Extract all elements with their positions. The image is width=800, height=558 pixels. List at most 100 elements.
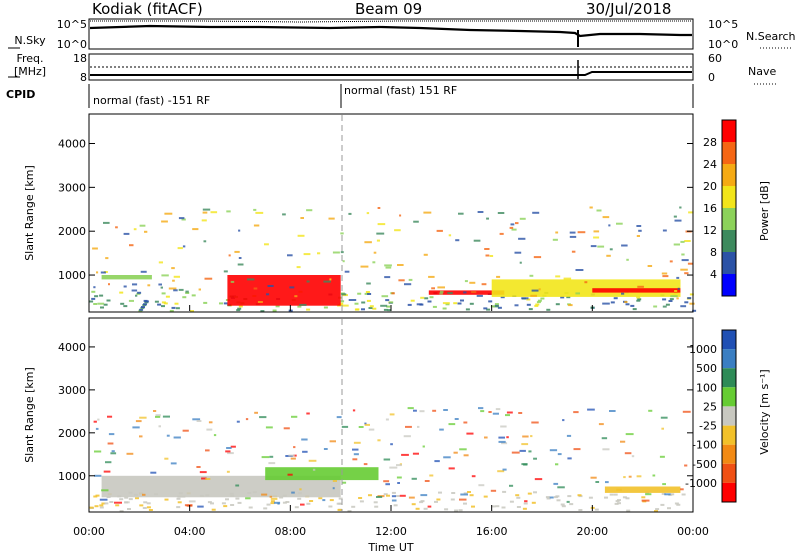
power-speckle: [340, 300, 345, 303]
power-echo: [377, 223, 386, 226]
velocity-echo: [519, 449, 526, 452]
power-echo: [597, 245, 605, 248]
velocity-echo: [111, 450, 115, 453]
power-speckle: [535, 303, 540, 306]
velocity-speckle: [351, 505, 356, 508]
power-echo: [481, 283, 487, 286]
velocity-speckle: [438, 491, 442, 494]
velocity-echo: [358, 426, 364, 428]
power-speckle: [566, 296, 571, 299]
velocity-echo: [108, 433, 115, 436]
power-colorbar-cell-0: [722, 274, 736, 296]
power-echo: [96, 271, 99, 274]
power-echo: [238, 257, 242, 259]
power-speckle: [139, 308, 144, 311]
velocity-echo: [396, 464, 402, 467]
power-echo: [677, 287, 680, 290]
power-echo: [571, 250, 576, 253]
velocity-echo: [595, 481, 600, 483]
velocity-echo: [490, 489, 497, 492]
cpid-segment-1: normal (fast) -151 RF: [93, 94, 210, 107]
power-echo: [609, 248, 613, 251]
velocity-echo: [139, 435, 143, 438]
power-echo: [234, 250, 240, 253]
velocity-echo: [391, 499, 397, 502]
x-axis-label: Time UT: [367, 541, 413, 554]
power-colorbar-tick-1: 8: [710, 246, 717, 259]
velocity-colorbar-cell-8: [722, 482, 736, 502]
power-speckle: [89, 300, 94, 303]
power-echo: [267, 285, 274, 287]
velocity-echo: [641, 499, 650, 502]
velocity-echo: [291, 491, 295, 494]
power-band-2: [428, 290, 505, 295]
velocity-echo: [93, 420, 97, 423]
power-speckle: [323, 306, 328, 309]
velocity-echo: [463, 421, 468, 424]
velocity-speckle: [681, 493, 686, 496]
power-speckle: [494, 303, 499, 306]
velocity-speckle: [135, 497, 139, 500]
velocity-speckle: [556, 499, 561, 502]
velocity-echo: [150, 471, 157, 474]
velocity-echo: [631, 455, 635, 458]
power-speckle: [144, 300, 149, 303]
velocity-speckle: [676, 503, 681, 506]
power-echo: [413, 220, 419, 223]
power-echo: [376, 232, 385, 235]
velocity-echo: [549, 449, 558, 452]
velocity-echo: [197, 505, 204, 508]
power-colorbar-cell-3: [722, 208, 736, 230]
velocity-echo: [498, 440, 506, 443]
power-echo: [385, 266, 392, 269]
power-echo: [624, 301, 628, 303]
velocity-echo: [680, 488, 684, 491]
power-echo: [532, 211, 540, 214]
velocity-echo: [312, 468, 316, 471]
velocity-echo: [155, 414, 161, 417]
power-echo: [489, 255, 494, 257]
power-echo: [144, 230, 148, 233]
velocity-speckle: [454, 509, 459, 512]
power-echo: [181, 218, 186, 221]
xtick-label-5: 20:00: [576, 525, 608, 538]
power-echo: [253, 224, 260, 227]
velocity-ytick-label-3: 4000: [58, 341, 86, 354]
velocity-echo: [566, 500, 570, 503]
power-echo: [341, 304, 349, 307]
freq-label: Freq.: [16, 52, 43, 65]
velocity-colorbar-tick-1: 500: [696, 362, 717, 375]
velocity-speckle: [127, 508, 131, 510]
velocity-echo: [522, 435, 529, 438]
power-echo: [555, 231, 559, 234]
power-speckle: [465, 308, 470, 311]
power-echo: [499, 232, 504, 235]
power-speckle: [169, 309, 174, 312]
velocity-speckle: [263, 507, 268, 510]
velocity-speckle: [148, 509, 153, 511]
velocity-panel: 1000 2000 3000 4000 00:00 04:00 08:00 12:00 16:…: [23, 317, 771, 554]
velocity-speckle: [109, 501, 114, 503]
power-echo: [97, 302, 105, 305]
velocity-echo: [107, 442, 114, 445]
power-y-axis: 1000 2000 3000 4000: [58, 138, 693, 282]
velocity-echo: [521, 463, 528, 466]
power-echo: [340, 232, 344, 235]
velocity-speckle: [661, 492, 666, 495]
velocity-speckle: [501, 506, 506, 509]
velocity-echo: [408, 496, 415, 499]
velocity-speckle: [373, 501, 378, 504]
power-speckle: [203, 301, 208, 304]
power-echo: [247, 278, 255, 281]
velocity-echo: [407, 407, 414, 410]
velocity-speckle: [338, 497, 343, 500]
power-echo: [490, 305, 495, 308]
power-speckle: [361, 308, 365, 311]
velocity-echo: [385, 418, 389, 421]
power-speckle: [361, 301, 366, 304]
power-speckle: [385, 299, 390, 302]
velocity-echo: [227, 452, 234, 455]
velocity-echo: [287, 473, 293, 476]
freq-tick-top: 18: [73, 52, 87, 65]
velocity-band-0: [101, 475, 341, 498]
